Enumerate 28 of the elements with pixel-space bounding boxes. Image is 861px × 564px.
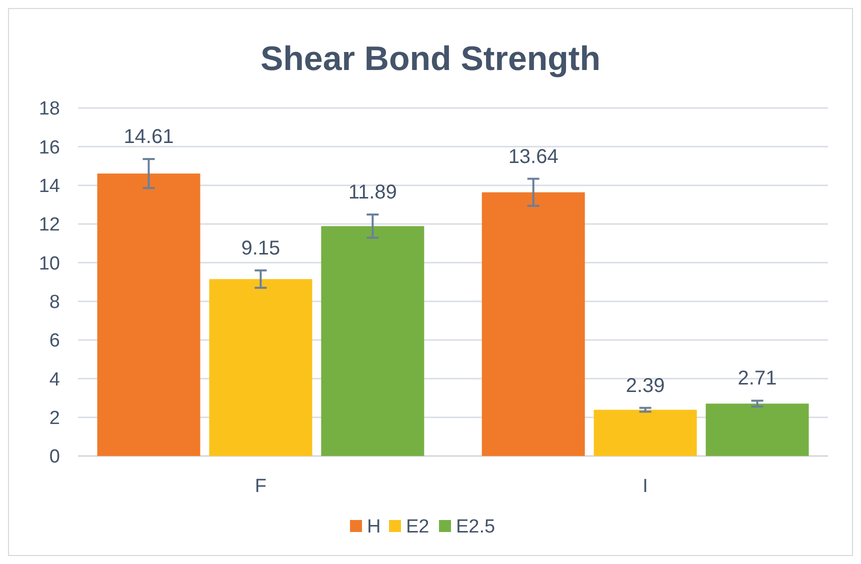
legend-label: H <box>367 516 381 538</box>
y-tick-label: 6 <box>49 330 60 352</box>
y-tick-label: 10 <box>38 253 60 274</box>
data-label: 2.71 <box>738 368 777 390</box>
bar <box>321 226 424 456</box>
y-tick-label: 0 <box>49 446 60 468</box>
bar <box>482 192 585 456</box>
bar <box>706 404 809 456</box>
data-label: 11.89 <box>348 182 397 204</box>
x-tick-label: I <box>642 476 648 497</box>
data-label: 14.61 <box>124 126 174 148</box>
bar <box>209 279 312 456</box>
bar <box>97 174 200 456</box>
y-tick-label: 2 <box>49 408 60 429</box>
y-tick-label: 12 <box>38 214 60 236</box>
y-tick-label: 16 <box>38 137 60 158</box>
legend-label: E2.5 <box>456 516 496 538</box>
data-label: 9.15 <box>241 237 280 260</box>
y-tick-label: 18 <box>38 98 60 120</box>
y-tick-label: 14 <box>38 176 60 197</box>
bar <box>594 410 697 456</box>
legend-label: E2 <box>406 516 430 538</box>
y-tick-label: 4 <box>49 369 60 390</box>
chart-title: Shear Bond Strength <box>260 40 601 78</box>
data-label: 2.39 <box>626 374 665 397</box>
x-tick-label: F <box>254 476 266 497</box>
y-tick-label: 8 <box>49 292 60 313</box>
data-label: 13.64 <box>508 146 558 168</box>
